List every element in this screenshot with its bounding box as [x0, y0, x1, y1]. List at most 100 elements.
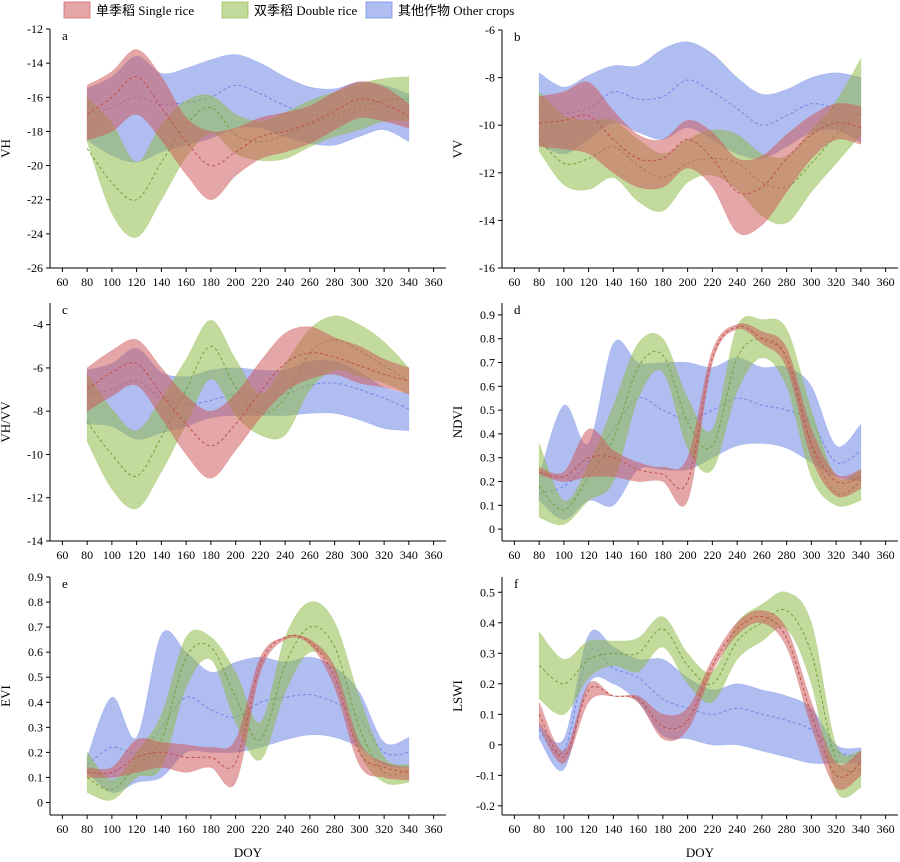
y-tick-label: 0.9: [28, 570, 43, 584]
x-tick-label: 80: [533, 822, 545, 836]
x-tick-label: 220: [703, 275, 721, 289]
x-tick-label: 220: [251, 822, 269, 836]
y-tick-label: 0.7: [480, 356, 495, 370]
x-tick-label: 120: [580, 275, 598, 289]
y-tick-label: 0.6: [28, 645, 43, 659]
x-tick-label: 320: [827, 822, 845, 836]
x-tick-label: 180: [654, 548, 672, 562]
x-tick-label: 200: [679, 822, 697, 836]
band-single: [86, 635, 410, 788]
y-tick-label: -8: [485, 71, 495, 85]
x-tick-label: 160: [177, 822, 195, 836]
x-tick-label: 340: [400, 275, 418, 289]
x-tick-label: 180: [654, 822, 672, 836]
panel-letter: f: [514, 576, 519, 591]
y-tick-label: -12: [27, 22, 43, 36]
y-tick-label: 0.2: [28, 745, 43, 759]
y-tick-label: 0.1: [480, 707, 495, 721]
x-tick-label: 200: [679, 548, 697, 562]
y-axis-title: VH/VV: [0, 401, 13, 443]
panels: 60 80 100 120 140 160 180 200 220 240 260 280 300 320…: [0, 22, 898, 860]
x-tick-label: 200: [227, 548, 245, 562]
y-tick-label: 0.8: [480, 332, 495, 346]
legend-swatch: [63, 1, 91, 19]
y-axis-title: VV: [450, 139, 465, 158]
y-tick-label: 0.2: [480, 475, 495, 489]
x-tick-label: 60: [56, 548, 68, 562]
x-tick-label: 340: [400, 548, 418, 562]
y-tick-label: 0: [489, 522, 495, 536]
x-tick-label: 80: [533, 275, 545, 289]
legend-label: 其他作物 Other crops: [398, 3, 514, 18]
y-tick-label: -22: [27, 193, 43, 207]
y-tick-label: 0.3: [28, 720, 43, 734]
x-tick-label: 140: [604, 822, 622, 836]
y-tick-label: -26: [27, 261, 43, 275]
band-single: [538, 323, 862, 507]
y-tick-label: 0.4: [28, 695, 43, 709]
x-tick-label: 280: [326, 822, 344, 836]
x-tick-label: 140: [152, 548, 170, 562]
y-axis-title: EVI: [0, 685, 13, 707]
x-tick-label: 340: [852, 822, 870, 836]
x-tick-label: 120: [128, 275, 146, 289]
mean-line-single: [86, 76, 410, 167]
x-tick-label: 220: [251, 275, 269, 289]
y-tick-label: 0: [37, 795, 43, 809]
x-tick-label: 180: [654, 275, 672, 289]
y-tick-label: 0.7: [28, 620, 43, 634]
y-tick-label: 0.5: [480, 403, 495, 417]
x-tick-label: 300: [802, 548, 820, 562]
y-tick-label: -0.1: [476, 768, 495, 782]
x-tick-label: 240: [728, 548, 746, 562]
x-tick-label: 360: [425, 275, 443, 289]
x-tick-label: 220: [251, 548, 269, 562]
y-tick-label: -6: [485, 23, 495, 37]
x-tick-label: 340: [852, 275, 870, 289]
y-axis-title: VH: [0, 139, 13, 158]
legend-label: 单季稻 Single rice: [96, 3, 194, 18]
panel-c: 60 80 100 120 140 160 180 200 220 240 260 280 300 320…: [0, 302, 446, 562]
x-tick-label: 240: [276, 822, 294, 836]
y-tick-label: -14: [27, 56, 43, 70]
x-axis-title: DOY: [686, 845, 715, 860]
x-tick-label: 260: [753, 822, 771, 836]
mean-line-double: [86, 625, 409, 791]
band-single: [86, 49, 410, 201]
x-tick-label: 220: [703, 822, 721, 836]
x-tick-label: 200: [679, 275, 697, 289]
x-tick-label: 180: [202, 548, 220, 562]
x-tick-label: 360: [425, 548, 443, 562]
panel-e: 60 80 100 120 140 160 180 200 220 240 260 280 300 320…: [0, 570, 446, 860]
x-tick-label: 200: [227, 275, 245, 289]
y-tick-label: -10: [479, 118, 495, 132]
y-tick-label: -16: [479, 261, 495, 275]
x-tick-label: 140: [604, 548, 622, 562]
x-tick-label: 100: [555, 822, 573, 836]
y-tick-label: -16: [27, 90, 43, 104]
x-tick-label: 320: [375, 548, 393, 562]
x-tick-label: 240: [276, 275, 294, 289]
y-tick-label: 0.3: [480, 451, 495, 465]
x-tick-label: 120: [580, 548, 598, 562]
panel-f: 60 80 100 120 140 160 180 200 220 240 260 280 300 320…: [450, 576, 898, 860]
x-tick-label: 80: [81, 822, 93, 836]
panel-d: 60 80 100 120 140 160 180 200 220 240 260 280 300 320…: [450, 302, 898, 562]
y-tick-label: -12: [27, 491, 43, 505]
x-tick-label: 300: [350, 275, 368, 289]
x-tick-label: 320: [375, 822, 393, 836]
x-tick-label: 260: [301, 275, 319, 289]
x-tick-label: 60: [508, 822, 520, 836]
x-tick-label: 260: [301, 548, 319, 562]
y-tick-label: -14: [27, 534, 43, 548]
y-tick-label: 0.4: [480, 427, 495, 441]
y-tick-label: 0.9: [480, 308, 495, 322]
x-tick-label: 300: [350, 822, 368, 836]
x-tick-label: 160: [629, 275, 647, 289]
x-tick-label: 140: [152, 822, 170, 836]
x-tick-label: 80: [533, 548, 545, 562]
x-tick-label: 160: [629, 822, 647, 836]
y-tick-label: 0.1: [480, 498, 495, 512]
y-tick-label: -24: [27, 227, 43, 241]
